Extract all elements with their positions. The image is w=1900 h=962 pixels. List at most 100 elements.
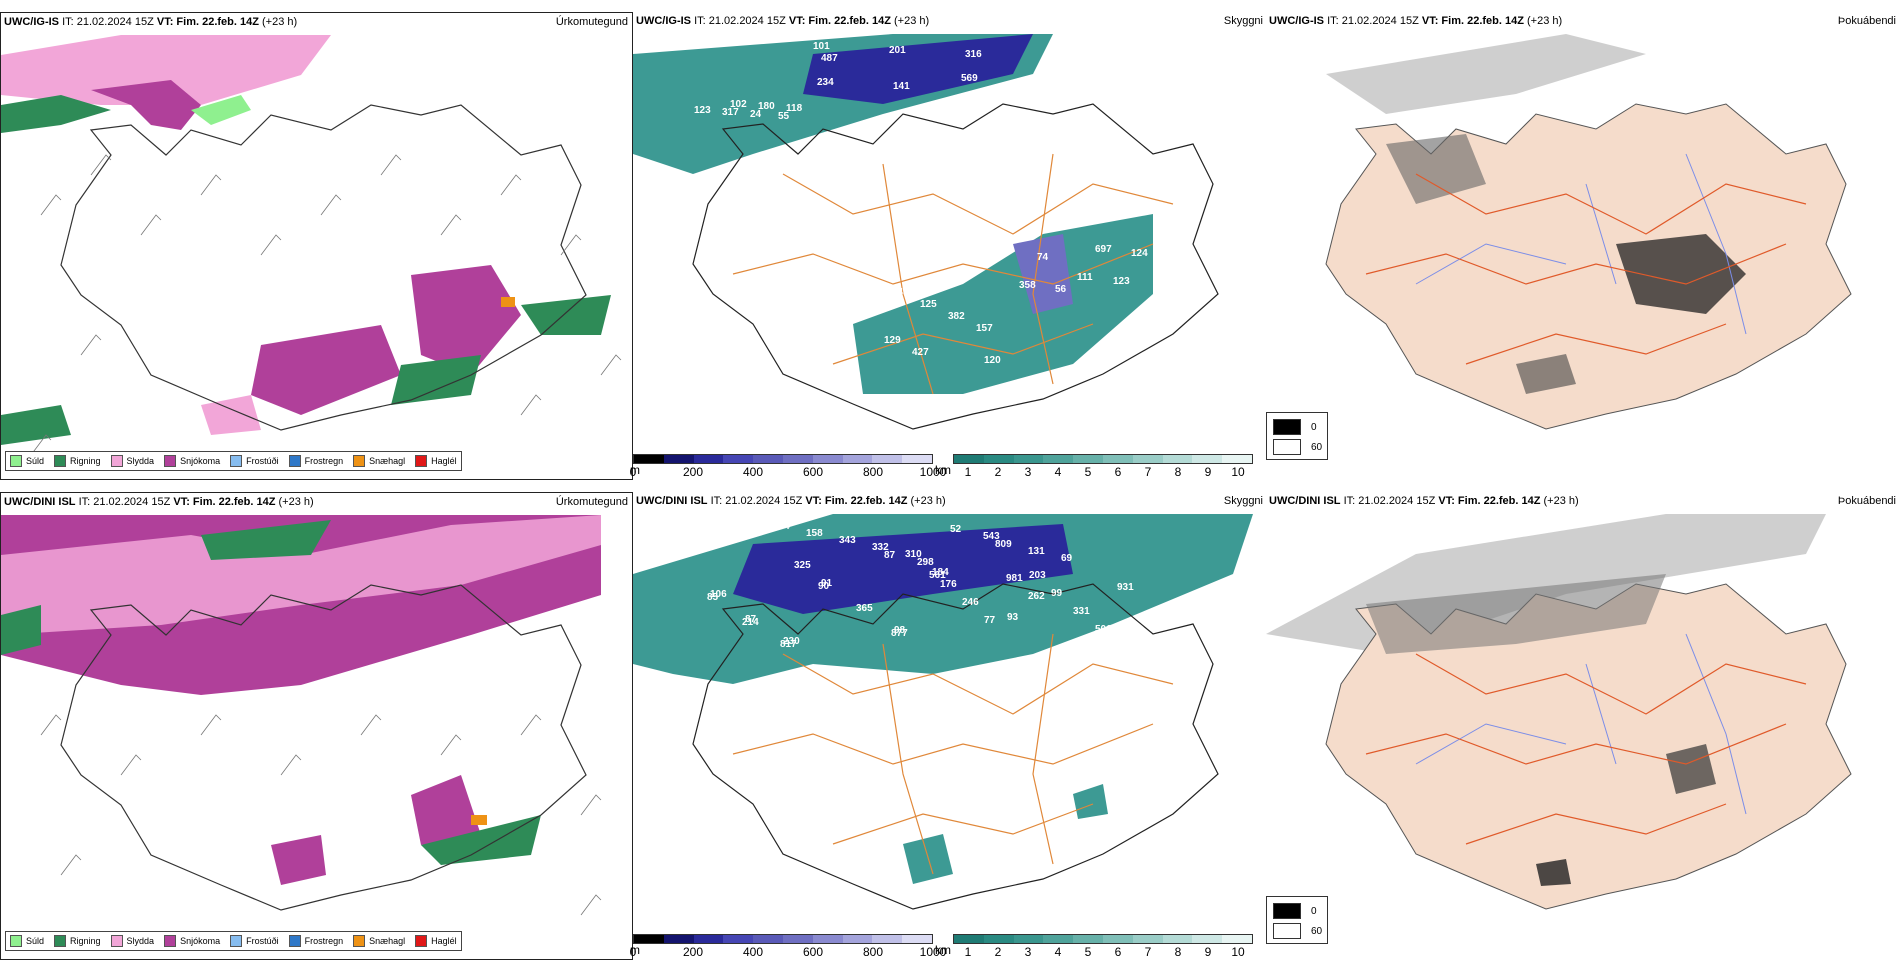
colorbar-segment xyxy=(983,455,1014,463)
colorbar-segment xyxy=(954,935,984,943)
valid-time: Fim. 22.feb. 14Z xyxy=(192,496,276,508)
ceiling-label: 69 xyxy=(1061,553,1073,564)
road-network xyxy=(1365,653,1807,845)
colorbar-tick: 600 xyxy=(802,465,824,479)
fog-indicator-panel: UWC/IG-IS IT: 21.02.2024 15Z VT: Fim. 22… xyxy=(1266,12,1900,480)
colorbar-tick: 1 xyxy=(964,465,972,479)
colorbar-tick: 400 xyxy=(742,945,764,959)
panel-header: UWC/DINI ISL IT: 21.02.2024 15Z VT: Fim.… xyxy=(1269,492,1896,510)
colorbar-tick: 2 xyxy=(994,465,1002,479)
iceland-coastline xyxy=(692,583,1219,910)
legend-swatch xyxy=(353,935,366,947)
legend-light-value: 60 xyxy=(1311,925,1323,937)
iceland-coastline xyxy=(60,584,587,911)
ceiling-label: 981 xyxy=(1006,573,1023,584)
legend-swatch xyxy=(164,455,177,467)
legend-label: Rigning xyxy=(70,456,101,466)
legend-swatch xyxy=(54,935,67,947)
legend-item: Slydda xyxy=(110,455,154,467)
ceiling-label: 143 xyxy=(892,287,909,298)
ceiling-label: 158 xyxy=(806,528,823,539)
sleet-hail-area xyxy=(471,815,487,825)
valid-time-label: VT: xyxy=(1421,15,1439,27)
colorbar-segment xyxy=(753,455,783,463)
precip-type-legend: Súld Rigning Slydda Snjókoma Frostúði Frostre… xyxy=(5,931,462,951)
colorbar-unit: km xyxy=(935,943,951,957)
ceiling-label: 230 xyxy=(783,636,800,647)
snow-area xyxy=(411,265,521,375)
colorbar-tick: 7 xyxy=(1144,465,1152,479)
colorbar-segment xyxy=(1073,455,1103,463)
ceiling-label: 184 xyxy=(932,567,949,578)
colorbar-segment xyxy=(812,455,843,463)
colorbar-segment xyxy=(872,455,903,463)
visibility-map: 101 102 111 120 569 180 697 143 201 118 123 125 234 1… xyxy=(633,34,1219,430)
ceiling-label: 325 xyxy=(794,560,811,571)
fog-map xyxy=(1325,34,1852,430)
legend-item: Súld xyxy=(10,935,44,947)
fog-indicator-panel: UWC/DINI ISL IT: 21.02.2024 15Z VT: Fim.… xyxy=(1266,492,1900,960)
legend-item: Frostregn xyxy=(288,455,343,467)
ceiling-label: 501 xyxy=(1095,624,1112,635)
ceiling-label: 124 xyxy=(1131,248,1148,259)
colorbar-unit: m xyxy=(630,463,640,477)
ceiling-label: 106 xyxy=(710,589,727,600)
colorbar-tick: 10 xyxy=(1231,945,1245,959)
ceiling-label: 298 xyxy=(917,557,934,568)
legend-item: Slydda xyxy=(110,935,154,947)
precip-map xyxy=(1,35,622,456)
legend-label: Snæhagl xyxy=(369,936,406,946)
ceiling-label: 77 xyxy=(984,615,996,626)
model-name: UWC/IG-IS xyxy=(1269,15,1324,27)
colorbar-tick: 6 xyxy=(1114,945,1122,959)
legend-item: Snjókoma xyxy=(164,935,220,947)
ceiling-labels: 104 106 93 87 91 102 809 184 203 158 230 176 298 98 99… xyxy=(707,521,1135,650)
valid-time: Fim. 22.feb. 14Z xyxy=(1457,495,1541,507)
fog-moderate xyxy=(1366,574,1666,654)
ceiling-label: 141 xyxy=(893,81,910,92)
colorbar-tick: 4 xyxy=(1054,945,1062,959)
rain-area xyxy=(1,95,111,133)
legend-swatch xyxy=(110,455,123,467)
colorbar-segment xyxy=(1102,455,1133,463)
ceiling-label: 55 xyxy=(778,111,790,122)
legend-swatch xyxy=(54,455,67,467)
colorbar-tick: 200 xyxy=(682,945,704,959)
ceiling-label: 931 xyxy=(1117,582,1134,593)
colorbar-tick: 10 xyxy=(1231,465,1245,479)
wind-barbs xyxy=(30,154,622,456)
ceiling-label: 817 xyxy=(780,639,797,650)
rain-area xyxy=(201,520,331,560)
ceiling-label: 111 xyxy=(1077,272,1093,283)
colorbar-segment xyxy=(693,455,724,463)
distance-colorbar: 1 2 3 4 5 6 7 8 9 10 km xyxy=(935,454,1253,479)
colorbar-segment xyxy=(842,935,873,943)
fog-dense xyxy=(1616,234,1746,314)
lead-time: (+23 h) xyxy=(278,496,314,508)
legend-label: Snjókoma xyxy=(180,456,221,466)
cloud-ceiling-area xyxy=(1013,234,1073,314)
ceiling-label: 90 xyxy=(818,581,830,592)
distance-colorbar: 1 2 3 4 5 6 7 8 9 10 km xyxy=(935,934,1253,959)
valid-time-label: VT: xyxy=(1438,495,1455,507)
colorbar-tick: 9 xyxy=(1204,465,1212,479)
legend-item: Rigning xyxy=(54,935,101,947)
legend-item: Snjókoma xyxy=(164,455,220,467)
model-row-dini-isl: UWC/DINI ISL IT: 21.02.2024 15Z VT: Fim.… xyxy=(0,492,1900,962)
colorbar-segment xyxy=(812,935,843,943)
height-colorbar: 0 200 400 600 800 1000 m xyxy=(630,934,946,959)
ceiling-label: 101 xyxy=(813,41,830,52)
ceiling-label: 24 xyxy=(750,109,762,120)
fog-moderate xyxy=(1386,134,1486,204)
colorbar-segment xyxy=(1043,455,1074,463)
iceland-coastline xyxy=(692,103,1219,430)
legend-item: Frostregn xyxy=(288,935,343,947)
lead-time: (+23 h) xyxy=(910,495,946,507)
ceiling-label: 102 xyxy=(1118,621,1135,632)
rain-area xyxy=(1,605,41,655)
road-network xyxy=(1365,173,1807,365)
colorbar-tick: 5 xyxy=(1084,945,1092,959)
fog-legend: 0 60 xyxy=(1266,896,1328,944)
colorbar-segment xyxy=(663,935,694,943)
snow-area xyxy=(271,835,326,885)
